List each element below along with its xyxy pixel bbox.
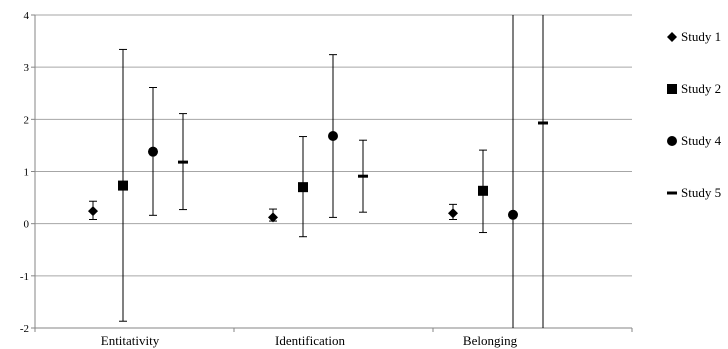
x-category-label: Entitativity xyxy=(101,333,160,348)
dash-marker xyxy=(667,191,677,195)
circle-marker xyxy=(148,146,158,157)
x-category-label: Identification xyxy=(275,333,346,348)
y-tick-label: 3 xyxy=(24,62,30,74)
data-point xyxy=(118,48,128,322)
data-point xyxy=(448,203,458,220)
data-point xyxy=(178,113,188,211)
legend-item: Study 2 xyxy=(667,81,721,96)
diamond-marker xyxy=(667,32,677,42)
diamond-marker xyxy=(88,206,98,217)
legend-label: Study 5 xyxy=(681,185,721,200)
dash-marker xyxy=(178,160,188,164)
y-tick-label: 4 xyxy=(24,10,30,22)
legend: Study 1 Study 2 Study 4 Study 5 xyxy=(667,29,722,200)
square-marker xyxy=(478,185,488,196)
data-point xyxy=(148,87,158,216)
legend-item: Study 5 xyxy=(667,185,721,200)
y-tick-label: 2 xyxy=(24,114,30,126)
diamond-marker xyxy=(268,212,278,223)
y-tick-label: 0 xyxy=(24,219,30,231)
legend-item: Study 1 xyxy=(667,29,721,44)
y-tick-label: -2 xyxy=(20,323,29,335)
data-point xyxy=(328,54,338,218)
legend-item: Study 4 xyxy=(667,133,722,148)
data-point xyxy=(268,208,278,223)
dash-marker xyxy=(358,174,368,178)
circle-marker xyxy=(508,209,518,220)
dash-marker xyxy=(538,121,548,125)
square-marker xyxy=(118,180,128,191)
data-point xyxy=(88,200,98,220)
data-point xyxy=(508,15,518,328)
legend-label: Study 4 xyxy=(681,133,722,148)
y-axis: -2 -1 0 1 2 3 4 xyxy=(20,10,36,335)
circle-marker xyxy=(328,131,338,142)
legend-label: Study 1 xyxy=(681,29,721,44)
x-category-label: Belonging xyxy=(463,333,518,348)
y-tick-label: 1 xyxy=(24,167,30,179)
data-point xyxy=(358,139,368,213)
x-axis: Entitativity Identification Belonging xyxy=(34,327,633,348)
square-marker xyxy=(298,182,308,193)
diamond-marker xyxy=(448,208,458,219)
circle-marker xyxy=(667,136,677,146)
plot-marks xyxy=(88,15,548,328)
square-marker xyxy=(667,84,677,94)
y-tick-label: -1 xyxy=(20,271,29,283)
data-point xyxy=(298,136,308,238)
data-point xyxy=(538,15,548,328)
legend-label: Study 2 xyxy=(681,81,721,96)
data-point xyxy=(478,149,488,234)
